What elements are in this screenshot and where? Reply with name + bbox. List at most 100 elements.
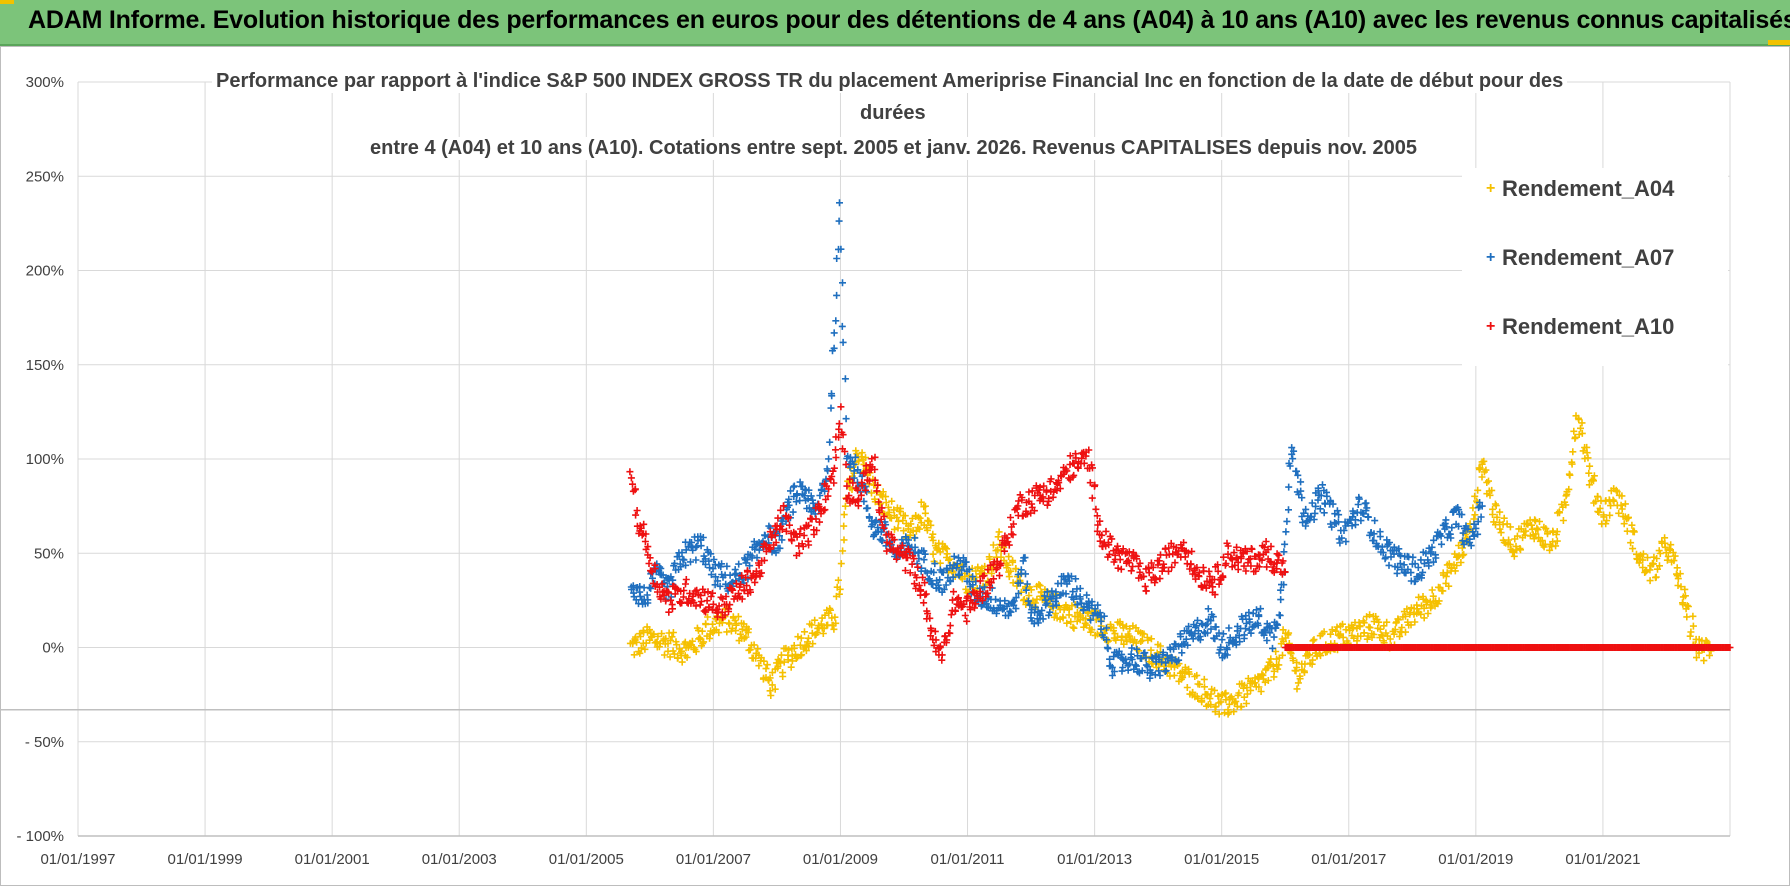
legend-item-a10: + Rendement_A10 [1486,314,1674,340]
point-a04 [1686,632,1694,640]
point-a04 [1360,629,1368,637]
point-a07 [1420,560,1428,568]
point-a04 [1422,597,1430,605]
point-a10 [1070,459,1078,467]
point-a10 [1160,563,1168,571]
point-a07 [1012,594,1020,602]
point-a07 [920,547,928,555]
point-a10 [1205,567,1213,575]
point-a07 [1448,524,1456,532]
point-a04 [809,640,817,648]
point-a10 [978,597,986,604]
point-a04 [1474,486,1482,494]
point-a07 [1455,522,1462,530]
point-a07 [646,584,653,592]
point-a04 [641,645,649,653]
point-a10 [1025,488,1033,496]
point-a07 [1182,635,1190,643]
point-a04 [1270,673,1278,681]
point-a07 [1124,666,1132,674]
point-a10 [1188,547,1196,555]
point-a10 [1108,535,1116,543]
point-a10 [914,563,922,571]
point-a10 [1224,542,1232,550]
point-a10 [777,506,785,514]
point-a07 [1108,663,1116,671]
point-a04 [1309,637,1317,645]
point-a04 [1489,505,1497,513]
point-a04 [817,620,825,628]
point-a07 [1394,563,1402,571]
point-a07 [1254,621,1262,629]
x-tick-label: 01/01/2017 [1311,851,1386,868]
point-a04 [788,657,796,665]
point-a07 [1355,493,1363,501]
point-a07 [678,549,686,557]
point-a04 [683,653,691,661]
point-a04 [1590,472,1598,480]
point-a04 [1610,497,1618,505]
point-a07 [1247,629,1255,637]
point-a07 [1352,521,1359,529]
point-a07 [1335,511,1343,519]
point-a10 [1136,559,1144,567]
point-a07 [1472,524,1480,532]
point-a07 [935,585,943,592]
point-a04 [771,685,779,693]
point-a04 [929,550,937,558]
point-a10 [1132,552,1140,560]
point-a07 [931,560,939,568]
point-a07 [1288,444,1296,452]
point-a07 [827,404,835,412]
point-a04 [1391,626,1399,634]
point-a10 [893,555,900,563]
point-a07 [1282,528,1290,536]
point-a07 [1196,636,1204,644]
point-a07 [1217,643,1225,651]
point-a07 [928,581,936,588]
point-a10 [697,591,705,599]
point-a07 [1053,601,1060,609]
point-a07 [778,536,786,544]
point-a07 [921,550,929,558]
point-a04 [1565,470,1573,478]
point-a10-zero [1726,644,1734,651]
point-a07 [1376,528,1384,536]
point-a07 [1458,511,1466,519]
point-a07 [785,495,793,503]
point-a04 [1681,585,1689,593]
point-a10 [1111,551,1119,559]
point-a10 [1242,567,1250,575]
point-a04 [1375,618,1383,626]
point-a07 [1285,483,1293,491]
point-a04 [1222,689,1230,697]
point-a07 [1006,607,1014,615]
point-a10 [805,521,813,529]
point-a04 [1552,542,1560,550]
point-a04 [1370,631,1378,638]
point-a04 [1480,457,1488,465]
point-a07 [1374,542,1382,550]
point-a10 [1089,464,1096,472]
point-a04 [1170,671,1178,679]
point-a04 [1656,562,1663,570]
point-a10 [1036,483,1044,491]
point-a07 [936,576,944,584]
point-a04 [1644,554,1651,562]
point-a04 [1625,513,1632,521]
point-a07 [1257,605,1264,613]
point-a10 [828,473,836,480]
point-a04 [1454,553,1462,561]
point-a10 [1215,580,1223,588]
point-a04 [1571,433,1579,441]
point-a07 [1021,554,1029,562]
point-a04 [1309,656,1317,664]
point-a10 [1248,545,1256,553]
point-a07 [1363,504,1371,512]
point-a04 [661,651,668,659]
point-a10 [1247,562,1255,570]
point-a04 [1147,646,1155,654]
point-a04 [1585,481,1593,489]
corner-accent-right [1768,40,1790,45]
point-a10 [665,608,673,616]
